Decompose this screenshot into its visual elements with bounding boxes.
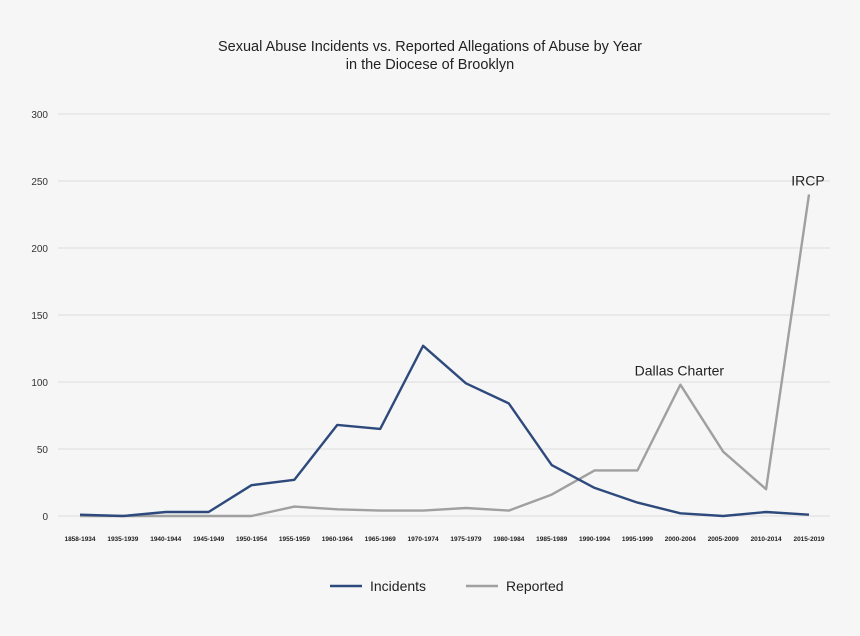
legend-label-reported: Reported [506, 578, 564, 594]
x-tick-label: 1935-1939 [107, 536, 138, 543]
x-tick-label: 2010-2014 [751, 536, 782, 543]
chart-title: Sexual Abuse Incidents vs. Reported Alle… [217, 39, 642, 55]
x-tick-label: 2000-2004 [665, 536, 696, 543]
chart-title-block: Sexual Abuse Incidents vs. Reported Alle… [0, 38, 860, 74]
y-tick-label: 50 [37, 445, 49, 456]
x-tick-label: 1960-1964 [322, 536, 353, 543]
y-tick-label: 300 [31, 110, 48, 121]
y-tick-label: 150 [31, 311, 48, 322]
x-tick-label: 2015-2019 [793, 536, 824, 543]
y-tick-label: 100 [31, 378, 48, 389]
series-line-incidents [79, 344, 810, 518]
x-tick-label: 1975-1979 [450, 536, 481, 543]
y-tick-label: 200 [31, 244, 48, 255]
annotation-label: Dallas Charter [635, 363, 725, 379]
y-tick-label: 0 [42, 512, 48, 523]
x-tick-label: 1995-1999 [622, 536, 653, 543]
series-line-reported [80, 194, 811, 518]
chart-subtitle: in the Diocese of Brooklyn [345, 57, 515, 73]
x-tick-label: 1965-1969 [365, 536, 396, 543]
y-tick-label: 250 [31, 177, 48, 188]
x-tick-label: 1970-1974 [408, 536, 439, 543]
x-tick-label: 1950-1954 [236, 536, 267, 543]
annotation-label: IRCP [791, 172, 824, 188]
x-tick-label: 1945-1949 [193, 536, 224, 543]
x-tick-label: 2005-2009 [708, 536, 739, 543]
x-tick-label: 1980-1984 [493, 536, 524, 543]
legend-label-incidents: Incidents [370, 578, 426, 594]
x-tick-label: 1940-1944 [150, 536, 181, 543]
x-tick-label: 1858-1934 [64, 536, 95, 543]
x-tick-label: 1985-1989 [536, 536, 567, 543]
x-tick-label: 1990-1994 [579, 536, 610, 543]
x-tick-label: 1955-1959 [279, 536, 310, 543]
